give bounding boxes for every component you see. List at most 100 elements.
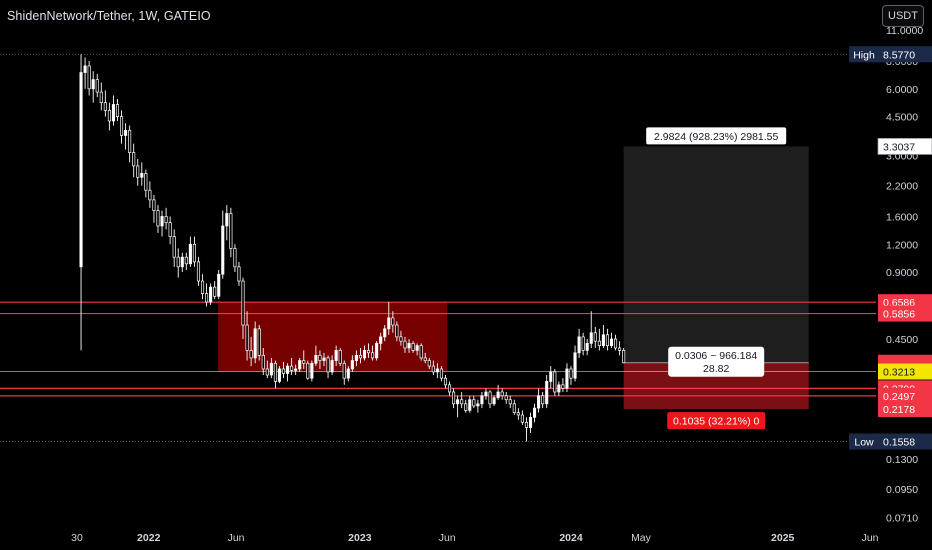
candle [124,123,128,150]
candle [269,357,273,379]
candle [484,388,488,400]
time-axis[interactable]: 30 2022 Jun 2023 Jun 2024 May 2025 Jun [71,532,879,544]
candle [172,229,176,267]
candle [79,54,83,351]
candle [290,357,294,375]
candle [395,321,399,342]
candle [383,325,387,342]
candle [528,412,533,434]
svg-text:28.82: 28.82 [703,363,729,375]
candle [565,363,569,392]
y-tick-label: 0.9000 [886,267,918,279]
candle [350,355,354,372]
price-axis-bg [877,0,932,550]
candle [310,360,314,382]
svg-text:0.5856: 0.5856 [883,309,915,321]
grid-lines [0,53,876,442]
candle [176,248,180,278]
candle [354,350,358,367]
x-tick-label: Jun [862,532,879,544]
candle [294,364,298,375]
candle [233,244,237,273]
candle [192,236,196,267]
candle [281,361,286,379]
candle [213,281,217,300]
candle [512,399,516,415]
candle [371,345,375,361]
candle [140,162,144,186]
price-tag-7: 0.2497 [878,387,932,404]
candle [229,207,233,258]
candle [585,339,589,356]
candle [569,366,573,385]
candle [618,341,622,356]
candle [366,343,371,358]
price-axis[interactable]: 11.00008.00006.00004.50003.00002.20001.6… [877,0,932,550]
candle [115,98,120,121]
y-tick-label: 11.0000 [886,25,923,37]
candle [456,395,460,418]
price-tag-2: 0.5856 [878,305,932,322]
candle [326,355,330,379]
x-tick-label: May [631,532,652,544]
candle [379,332,383,351]
candle [419,343,423,361]
position-labels: 2.9824 (928.23%) 2981.55 0.0306 ~ 966.184… [646,127,787,430]
long-position-tool[interactable] [623,146,809,410]
candle [488,390,492,409]
candle [152,194,156,223]
candle [237,261,241,286]
y-tick-label: 0.0710 [886,512,918,524]
svg-text:8.5770: 8.5770 [883,49,915,61]
candle [249,336,253,367]
candle [439,366,443,382]
candle [589,311,593,348]
currency-button[interactable]: USDT [882,5,924,27]
target-label: 2.9824 (928.23%) 2981.55 [646,127,787,145]
candle [277,366,282,384]
candle [609,332,614,348]
stop-label: 0.1035 (32.21%) 0 [667,412,766,430]
y-tick-label: 0.4500 [886,334,918,346]
candle [91,71,95,103]
candle [504,391,508,404]
candle [549,366,553,389]
candle [209,283,213,305]
candle [387,302,391,335]
candle [119,110,124,144]
price-tag-0: 3.3037 [877,138,932,155]
candle [322,352,326,367]
candle [241,277,245,339]
candle [500,388,504,400]
svg-text:0.2178: 0.2178 [883,404,915,416]
x-tick-label: 30 [71,532,83,544]
candle [111,95,115,126]
candle [431,360,435,375]
profit-zone[interactable] [623,146,809,363]
candle [605,328,609,351]
candle [334,345,338,367]
candle [302,350,306,369]
candle [286,363,290,382]
candle [443,374,448,389]
candle [601,325,605,348]
candle [362,345,367,361]
svg-text:High: High [853,49,875,61]
candle [253,321,257,364]
candle [273,360,277,389]
x-tick-label: Jun [439,532,456,544]
candle [144,169,148,198]
candle [480,391,484,409]
candle [435,363,439,379]
candle [472,395,476,409]
candle [200,274,205,300]
price-tag-8: 0.2178 [878,401,932,418]
candle [87,61,91,96]
candle [265,360,269,379]
candle [217,269,221,300]
candle [593,326,597,348]
candle [407,339,411,353]
